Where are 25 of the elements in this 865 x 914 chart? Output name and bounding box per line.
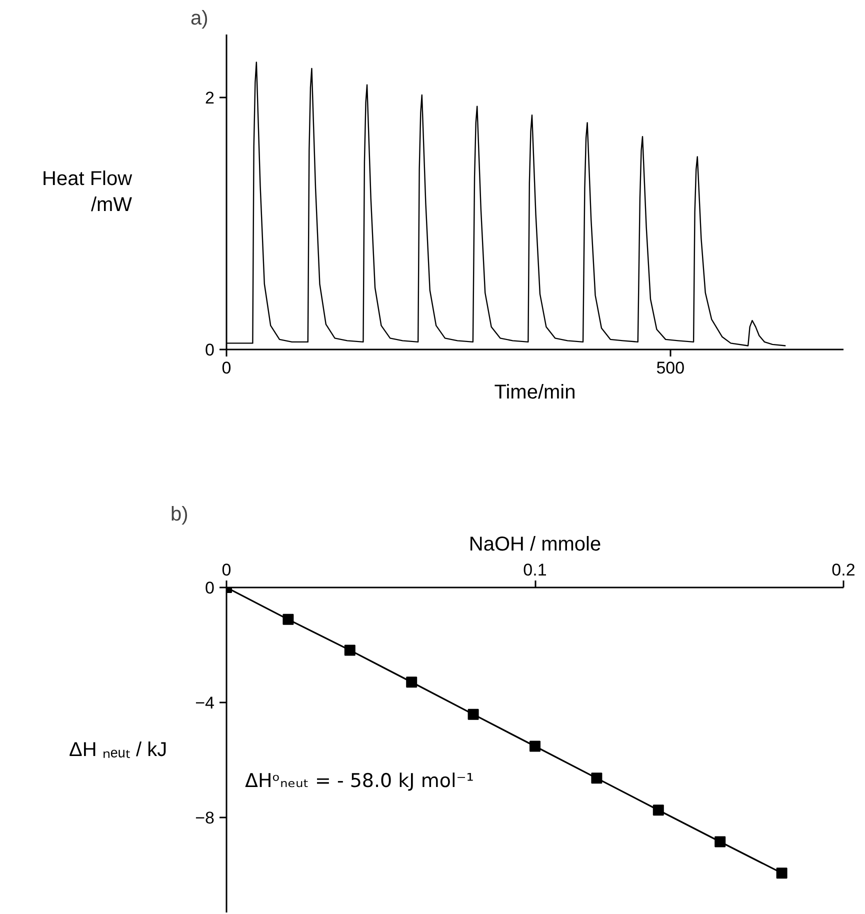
point <box>282 614 294 625</box>
x-axis-title: Time/min <box>494 382 576 404</box>
chart-title: a) <box>190 8 208 30</box>
y-tick-label: −8 <box>195 808 215 828</box>
point <box>468 708 479 720</box>
x-tick-label: 0.2 <box>832 560 856 580</box>
x-tick-label: 500 <box>656 358 685 378</box>
x-axis-title: NaOH / mmole <box>468 534 602 556</box>
y-tick-label: 0 <box>205 340 215 360</box>
point <box>591 772 602 784</box>
x-tick-label: 0 <box>222 560 232 580</box>
y-tick-label: 2 <box>205 88 215 108</box>
chart-title: b) <box>170 504 188 526</box>
point <box>344 644 356 656</box>
point <box>406 676 418 688</box>
point <box>652 804 664 816</box>
point <box>530 740 540 752</box>
point <box>714 836 726 848</box>
y-tick-label: −4 <box>195 694 215 713</box>
y-tick-label: 0 <box>205 578 215 598</box>
y-axis-title: Heat Flow /mW <box>42 168 133 216</box>
y-axis-title: ΔH ₙₑᵤₜ / kJ <box>69 739 168 761</box>
x-tick-label: 0.1 <box>523 560 547 580</box>
point <box>776 868 788 879</box>
annotation: ΔHᵒₙₑᵤₜ = - 58.0 kJ mol⁻¹ <box>245 770 474 792</box>
